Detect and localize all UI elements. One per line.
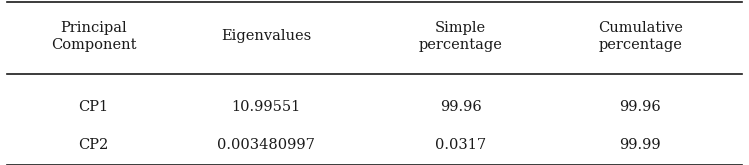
Text: Eigenvalues: Eigenvalues xyxy=(221,29,311,43)
Text: 0.0317: 0.0317 xyxy=(435,138,486,152)
Text: 99.96: 99.96 xyxy=(440,100,482,114)
Text: Principal
Component: Principal Component xyxy=(51,21,136,52)
Text: Cumulative
percentage: Cumulative percentage xyxy=(598,21,683,52)
Text: 99.96: 99.96 xyxy=(619,100,661,114)
Text: 0.003480997: 0.003480997 xyxy=(217,138,315,152)
Text: Simple
percentage: Simple percentage xyxy=(419,21,503,52)
Text: CP2: CP2 xyxy=(79,138,109,152)
Text: 99.99: 99.99 xyxy=(619,138,661,152)
Text: CP1: CP1 xyxy=(79,100,109,114)
Text: 10.99551: 10.99551 xyxy=(231,100,300,114)
